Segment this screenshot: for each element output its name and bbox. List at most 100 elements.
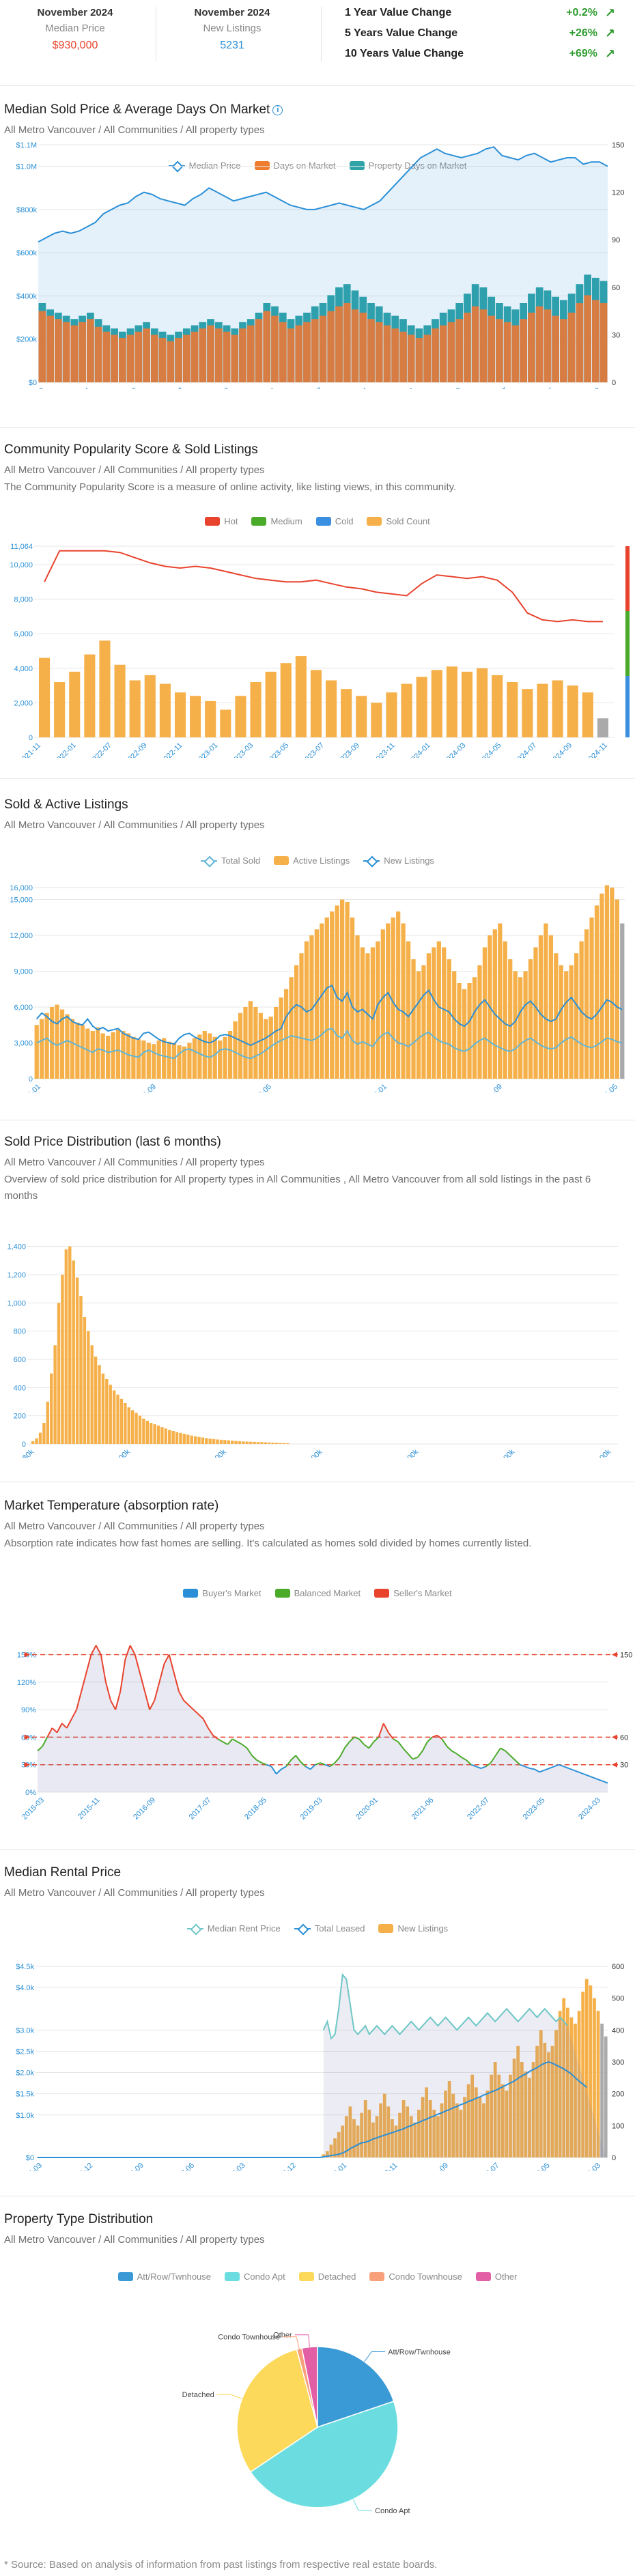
legend-item[interactable]: Seller's Market <box>374 1587 452 1598</box>
legend-item[interactable]: Total Leased <box>294 1923 365 1934</box>
active-listings-bar <box>197 1034 202 1079</box>
rental-listings-bar <box>600 2024 604 2157</box>
active-listings-bar <box>477 965 482 1079</box>
legend-label: Balanced Market <box>294 1587 361 1598</box>
dom-bar <box>375 322 383 382</box>
active-listings-bar <box>59 1009 65 1079</box>
x-tick-label: 2022-07 <box>475 2162 500 2171</box>
x-tick-label: 2023-05 <box>526 2162 552 2171</box>
dom-bar <box>552 315 560 382</box>
distribution-subtitle: All Metro Vancouver / All Communities / … <box>4 1157 265 1168</box>
legend-item[interactable]: Days on Market <box>254 160 336 171</box>
pie-label: Condo Townhouse <box>218 2334 280 2342</box>
legend-item[interactable]: New Listings <box>363 855 434 866</box>
x-tick-label: 2019-03 <box>299 1796 324 1820</box>
active-listings-bar <box>594 905 599 1079</box>
legend-item[interactable]: Active Listings <box>274 855 350 866</box>
dom-bar <box>46 315 54 382</box>
absorption-segment <box>81 1673 87 1692</box>
legend-label: Seller's Market <box>393 1587 452 1598</box>
rental-listings-bar <box>596 2011 600 2157</box>
rental-listings-bar <box>497 2074 501 2157</box>
absorption-segment <box>110 1700 117 1710</box>
pie-label: Other <box>273 2332 292 2340</box>
rental-listings-bar <box>490 2074 493 2157</box>
x-tick-label: 2018-03 <box>222 2162 247 2171</box>
rental-listings-bar <box>474 2087 478 2157</box>
dom-bar <box>263 311 271 382</box>
active-listings-bar <box>223 1036 227 1079</box>
price-bin-bar <box>160 1427 164 1444</box>
active-listings-bar <box>279 997 283 1079</box>
legend-label: Active Listings <box>293 855 350 866</box>
price-bin-bar <box>53 1345 57 1444</box>
absorption-segment <box>466 1759 472 1766</box>
absorption-segment <box>90 1645 97 1655</box>
absorption-segment <box>295 1755 302 1763</box>
active-listings-bar <box>564 971 569 1079</box>
legend-item[interactable]: Cold <box>315 515 353 526</box>
absorption-segment <box>256 1759 262 1764</box>
legend-item[interactable]: Other <box>475 2271 517 2282</box>
absorption-segment <box>436 1734 442 1740</box>
legend-label: Days on Market <box>273 160 336 171</box>
rental-listings-bar <box>444 2091 447 2157</box>
legend-label: Property Days on Market <box>368 160 467 171</box>
price-bin-bar <box>179 1432 182 1444</box>
info-icon[interactable]: i <box>272 105 283 115</box>
price-bin-bar <box>130 1410 135 1444</box>
legend-item[interactable]: Median Price <box>168 160 241 171</box>
price-bin-bar <box>268 1442 271 1444</box>
dom-bar <box>464 312 471 382</box>
active-listings-bar <box>350 917 355 1079</box>
active-listings-bar <box>264 1019 268 1079</box>
active-listings-bar <box>604 885 610 1079</box>
legend-item[interactable]: Property Days on Market <box>349 160 467 171</box>
rental-listings-bar <box>325 2151 329 2157</box>
active-listings-bar <box>268 1017 273 1079</box>
x-tick-label: 2020-01 <box>363 1083 389 1092</box>
legend-item[interactable]: Detached <box>298 2271 356 2282</box>
x-tick-label: 2020-11 <box>392 386 417 389</box>
dom-bar <box>94 326 102 382</box>
value-change-10y: 10 Years Value Change +69% ↗ <box>345 47 625 61</box>
active-listings-bar <box>508 959 513 1079</box>
absorption-segment <box>534 1768 540 1773</box>
active-listings-bar <box>152 1044 156 1079</box>
sold-count-bar <box>597 718 608 737</box>
legend-item[interactable]: Medium <box>251 515 302 526</box>
sold-count-bar <box>250 682 262 737</box>
price-bin-bar <box>197 1436 201 1444</box>
y-tick-label: 2,000 <box>14 699 33 707</box>
rental-listings-bar <box>577 2011 581 2157</box>
legend-swatch <box>205 516 221 526</box>
dom-bar <box>560 319 567 382</box>
legend-item[interactable]: Total Sold <box>201 855 260 866</box>
sold-count-bar <box>54 682 66 737</box>
legend-item[interactable]: Condo Townhouse <box>369 2271 462 2282</box>
change-value: +69% <box>569 48 597 59</box>
trend-up-icon: ↗ <box>604 47 615 61</box>
legend-item[interactable]: Sold Count <box>367 515 430 526</box>
legend-item[interactable]: Hot <box>205 515 238 526</box>
legend-swatch <box>117 2271 133 2281</box>
legend-item[interactable]: Median Rent Price <box>186 1923 281 1934</box>
y2-tick-label: 200 <box>612 2091 624 2099</box>
legend-item[interactable]: Buyer's Market <box>183 1587 262 1598</box>
legend-label: Condo Townhouse <box>389 2271 462 2282</box>
x-tick-label: 2021-06 <box>410 1796 436 1820</box>
active-listings-bar <box>401 923 406 1079</box>
x-tick-label: 2021-09 <box>425 2162 450 2171</box>
active-listings-bar <box>432 947 436 1079</box>
legend-item[interactable]: New Listings <box>378 1923 448 1934</box>
legend-item[interactable]: Att/Row/Twnhouse <box>117 2271 211 2282</box>
active-listings-bar <box>156 1041 161 1079</box>
legend-item[interactable]: Condo Apt <box>225 2271 285 2282</box>
pie-label: Condo Apt <box>375 2507 410 2515</box>
divider <box>0 427 635 428</box>
active-listings-bar <box>513 971 518 1079</box>
absorption-segment <box>163 1654 170 1665</box>
absorption-segment <box>597 1779 604 1782</box>
legend-item[interactable]: Balanced Market <box>274 1587 361 1598</box>
change-value: +26% <box>569 27 597 39</box>
